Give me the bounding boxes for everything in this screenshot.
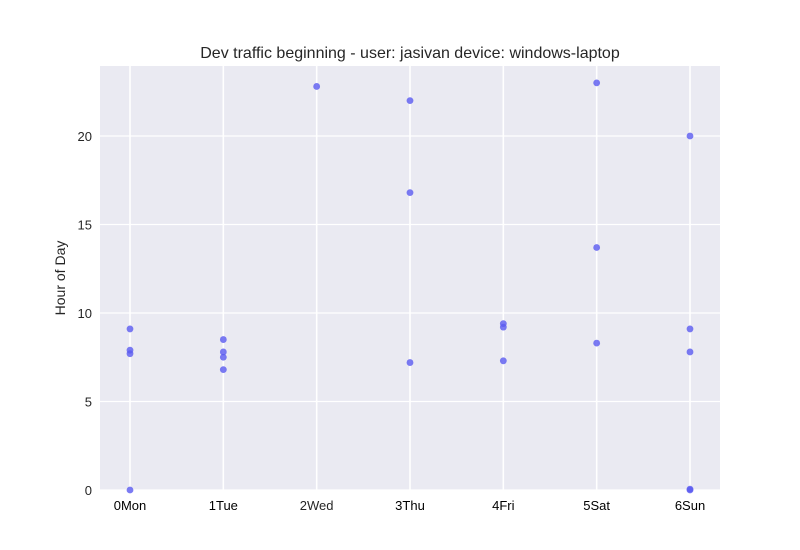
- y-tick-labels: 0 5 10 15 20: [78, 129, 92, 498]
- scatter-point: [406, 359, 414, 366]
- x-tick-label: 3Thu: [395, 498, 425, 513]
- scatter-point: [126, 346, 134, 354]
- scatter-point: [686, 348, 694, 356]
- x-tick-label: 5Sat: [583, 498, 610, 513]
- y-tick-label: 15: [78, 218, 92, 233]
- x-tick-label: 0Mon: [114, 498, 147, 513]
- scatter-point: [593, 79, 601, 87]
- scatter-point: [593, 339, 601, 347]
- scatter-point: [219, 366, 227, 374]
- y-axis-label: Hour of Day: [52, 241, 68, 316]
- scatter-point: [219, 353, 227, 361]
- x-tick-label: 6Sun: [675, 498, 705, 513]
- scatter-point: [219, 336, 227, 343]
- scatter-point: [406, 97, 414, 104]
- scatter-points: [126, 79, 694, 494]
- scatter-point: [686, 132, 694, 140]
- scatter-point: [499, 320, 507, 328]
- chart-title: Dev traffic beginning - user: jasivan de…: [200, 45, 620, 62]
- scatter-point: [686, 325, 694, 333]
- scatter-point: [313, 83, 321, 90]
- x-tick-label: 1Tue: [209, 498, 238, 513]
- scatter-point: [686, 485, 694, 493]
- scatter-point: [219, 348, 227, 356]
- scatter-point: [593, 244, 601, 251]
- scatter-point: [406, 189, 414, 197]
- y-tick-label: 5: [85, 395, 92, 410]
- scatter-point: [126, 325, 134, 333]
- scatter-point: [126, 486, 134, 494]
- y-tick-label: 20: [78, 129, 92, 144]
- x-tick-label: 2Wed: [300, 498, 334, 513]
- grid-lines: [100, 66, 720, 491]
- x-tick-label: 4Fri: [492, 498, 515, 513]
- y-tick-label: 0: [85, 483, 92, 498]
- scatter-point: [499, 357, 507, 365]
- y-tick-label: 10: [78, 306, 92, 321]
- x-tick-labels: 0Mon 1Tue 2Wed 3Thu 4Fri 5Sat 6Sun: [114, 498, 705, 513]
